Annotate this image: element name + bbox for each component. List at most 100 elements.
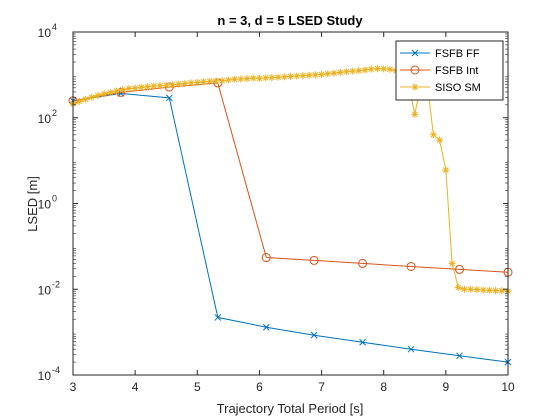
data-point-1-4	[214, 314, 222, 321]
data-point-3-24	[212, 77, 220, 85]
data-point-3-33	[268, 73, 276, 81]
x-tick-label-4: 6	[256, 380, 263, 394]
legend-label-2: FSFB Int	[435, 65, 478, 77]
y-tick-exponent-2: -2	[52, 279, 60, 289]
data-point-3-42	[324, 70, 332, 78]
data-point-3-59	[429, 131, 437, 139]
data-point-3-22	[200, 78, 207, 86]
data-point-3-38	[299, 72, 307, 80]
data-point-3-14	[150, 82, 158, 90]
x-tick-label-8: 10	[501, 380, 515, 394]
data-point-3-64	[461, 285, 468, 293]
x-axis-label: Trajectory Total Period [s]	[217, 401, 364, 416]
data-point-2-3	[164, 82, 174, 92]
series-line-1	[72, 92, 509, 363]
y-axis-label: LSED [m]	[25, 176, 40, 232]
data-point-3-51	[380, 65, 388, 73]
data-point-3-4	[88, 93, 96, 101]
data-point-3-39	[305, 71, 313, 79]
data-point-3-28	[237, 75, 245, 83]
data-point-3-36	[287, 72, 294, 80]
data-point-3-29	[243, 75, 251, 83]
data-point-3-18	[175, 80, 183, 88]
data-point-1-7	[359, 338, 366, 346]
legend-swatch-marker-2	[410, 65, 420, 75]
data-point-3-45	[342, 68, 350, 76]
x-tick-label-3: 5	[194, 380, 201, 394]
y-tick-exponent-3: 0	[52, 194, 57, 204]
data-point-3-25	[218, 77, 226, 85]
legend-swatch-marker-3	[411, 83, 419, 91]
x-tick-label-2: 4	[132, 380, 139, 394]
data-point-3-65	[467, 285, 475, 293]
data-point-3-31	[255, 74, 263, 82]
data-point-3-62	[448, 259, 456, 267]
data-point-3-3	[81, 95, 89, 103]
data-point-3-12	[137, 83, 145, 91]
data-point-3-2	[75, 97, 83, 105]
data-point-2-9	[455, 264, 465, 274]
data-point-3-16	[162, 81, 170, 89]
data-point-1-3	[165, 94, 173, 102]
data-point-3-15	[156, 82, 164, 90]
data-point-3-10	[125, 85, 133, 93]
data-point-3-69	[492, 287, 500, 295]
y-tick-label-2: 10	[38, 283, 52, 297]
data-point-3-60	[436, 136, 444, 144]
y-tick-exponent-1: -4	[52, 365, 60, 375]
data-point-1-8	[407, 345, 415, 353]
data-point-1-5	[262, 323, 270, 331]
data-point-3-52	[386, 65, 394, 73]
data-point-3-11	[131, 84, 139, 92]
y-tick-label-3: 10	[38, 198, 52, 212]
data-point-3-30	[249, 74, 257, 82]
data-point-3-50	[374, 65, 381, 73]
x-tick-label-5: 7	[318, 380, 325, 394]
data-point-3-61	[442, 166, 450, 174]
data-point-3-9	[119, 86, 127, 94]
data-point-2-5	[261, 253, 271, 263]
series-1	[69, 90, 512, 366]
data-point-2-8	[406, 261, 416, 271]
data-point-3-43	[330, 69, 338, 77]
data-point-3-34	[274, 73, 282, 81]
data-point-1-6	[310, 331, 318, 339]
y-tick-label-1: 10	[38, 369, 52, 383]
data-point-3-23	[206, 77, 214, 85]
data-point-3-47	[355, 67, 363, 75]
legend-swatch-marker-1	[411, 49, 419, 57]
data-point-1-9	[456, 352, 463, 360]
data-point-3-17	[168, 81, 176, 89]
chart-title: n = 3, d = 5 LSED Study	[217, 13, 363, 28]
data-point-3-19	[181, 79, 189, 87]
legend-label-1: FSFB FF	[435, 48, 480, 60]
data-point-3-8	[113, 87, 120, 95]
data-point-3-35	[280, 73, 288, 81]
data-point-3-20	[187, 79, 195, 87]
y-tick-exponent-5: 4	[52, 22, 57, 32]
data-point-3-21	[193, 78, 201, 86]
data-point-3-6	[100, 90, 108, 98]
data-point-3-46	[349, 67, 357, 75]
y-tick-exponent-4: 2	[52, 108, 57, 118]
data-point-3-67	[479, 286, 487, 294]
data-point-3-7	[106, 88, 114, 96]
data-point-3-44	[336, 68, 344, 76]
data-point-3-56	[411, 110, 419, 118]
data-point-3-37	[293, 72, 301, 80]
x-tick-label-1: 3	[70, 380, 77, 394]
y-tick-label-4: 10	[38, 112, 52, 126]
data-point-3-70	[498, 287, 506, 295]
x-tick-label-6: 8	[380, 380, 387, 394]
data-point-3-13	[144, 83, 152, 91]
x-tick-label-7: 9	[443, 380, 450, 394]
data-point-2-7	[358, 258, 368, 268]
data-point-3-66	[473, 286, 481, 294]
data-point-3-41	[318, 71, 326, 79]
data-point-3-27	[231, 75, 239, 83]
data-point-3-40	[311, 71, 319, 79]
data-point-2-6	[309, 255, 319, 265]
data-point-3-48	[361, 66, 369, 74]
